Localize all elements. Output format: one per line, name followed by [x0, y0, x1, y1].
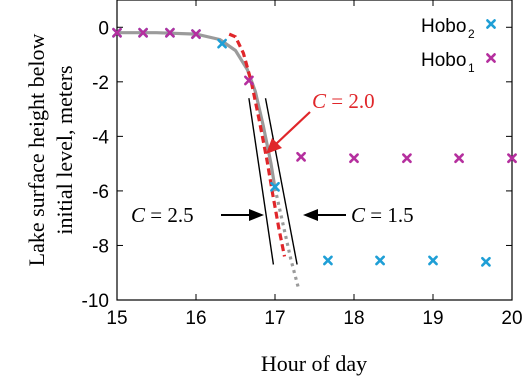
annotation-c15: C = 1.5 [351, 203, 414, 227]
arrow-c25-head [249, 209, 264, 221]
arrow-c20-head [266, 138, 282, 154]
x-axis-label: Hour of day [261, 351, 367, 376]
y-tick-label: -4 [92, 127, 109, 148]
legend-sub-hobo1: 1 [468, 61, 475, 75]
x-tick-label: 20 [501, 308, 522, 329]
x-tick-label: 19 [422, 308, 443, 329]
hobo1-point [296, 151, 306, 162]
legend-label-hobo2: Hobo [421, 16, 466, 37]
hobo1-point [244, 75, 254, 86]
legend-marker-hobo2 [486, 19, 496, 29]
model-curve-dashed [228, 32, 287, 257]
hobo1-point [454, 153, 464, 164]
arrow-c20-shaft [275, 111, 311, 145]
hobo1-point [349, 153, 359, 164]
hobo2-point [481, 256, 491, 267]
fit-curve-dotted [273, 187, 301, 290]
legend-label-hobo1: Hobo [421, 50, 466, 71]
x-tick-label: 15 [106, 308, 127, 329]
plot-frame [116, 0, 513, 301]
bound-line-c15 [264, 98, 298, 265]
hobo1-point [402, 153, 412, 164]
annotation-c20: C = 2.0 [312, 89, 375, 113]
bound-line-c25 [248, 98, 275, 265]
y-axis-label-line-1: Lake surface height below [24, 34, 49, 267]
y-tick-label: -8 [92, 236, 109, 257]
hobo2-point [323, 255, 333, 266]
hobo1-point [138, 27, 148, 38]
hobo1-point [507, 153, 517, 164]
y-tick-label: 0 [98, 18, 109, 39]
hobo1-point [165, 27, 175, 38]
fit-curve-solid [117, 31, 277, 189]
hobo2-point [217, 38, 227, 49]
y-tick-label: -10 [82, 291, 109, 312]
x-tick-label: 18 [343, 308, 364, 329]
x-tick-label: 16 [185, 308, 206, 329]
hobo1-point [112, 27, 122, 38]
arrow-c15-head [303, 209, 318, 221]
hobo1-point [191, 29, 201, 39]
hobo2-point [375, 255, 385, 266]
annotation-c25: C = 2.5 [131, 203, 194, 227]
hobo2-point [428, 255, 438, 266]
legend-sub-hobo2: 2 [468, 27, 475, 41]
legend-marker-hobo1 [486, 53, 496, 63]
y-axis-label-line-2: initial level, meters [52, 65, 77, 234]
x-tick-label: 17 [264, 308, 285, 329]
hobo2-point [270, 181, 280, 192]
y-tick-label: -2 [92, 73, 109, 94]
y-tick-label: -6 [92, 182, 109, 203]
